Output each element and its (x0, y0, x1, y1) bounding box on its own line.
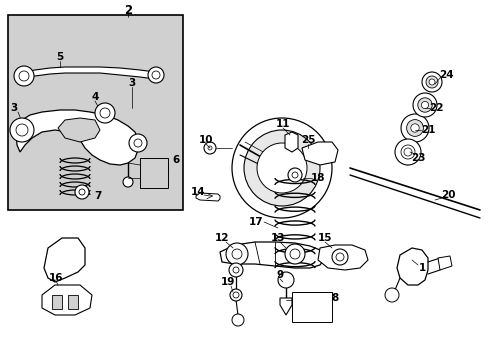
Circle shape (425, 76, 437, 88)
Circle shape (400, 114, 428, 142)
Text: 8: 8 (331, 293, 338, 303)
Circle shape (287, 168, 302, 182)
Circle shape (428, 79, 434, 85)
Text: 4: 4 (91, 92, 99, 102)
Circle shape (417, 98, 431, 112)
Circle shape (278, 272, 293, 288)
Text: 2: 2 (123, 4, 132, 17)
Circle shape (152, 71, 160, 79)
Circle shape (14, 66, 34, 86)
Text: 17: 17 (248, 217, 263, 227)
Text: 11: 11 (275, 119, 290, 129)
Circle shape (289, 249, 299, 259)
Text: 6: 6 (172, 155, 179, 165)
Circle shape (421, 102, 427, 109)
Circle shape (232, 292, 239, 298)
Bar (68, 295, 78, 309)
Circle shape (228, 263, 243, 277)
Circle shape (148, 67, 163, 83)
Text: 14: 14 (190, 187, 205, 197)
Text: 5: 5 (56, 52, 63, 62)
Polygon shape (280, 298, 291, 315)
Circle shape (384, 288, 398, 302)
Text: 24: 24 (438, 70, 452, 80)
Polygon shape (396, 248, 427, 285)
Circle shape (10, 118, 34, 142)
Text: 1: 1 (418, 263, 425, 273)
Text: 16: 16 (49, 273, 63, 283)
Text: 25: 25 (300, 135, 315, 145)
Circle shape (421, 72, 441, 92)
Polygon shape (42, 285, 92, 315)
Polygon shape (302, 142, 337, 165)
Circle shape (203, 142, 216, 154)
Polygon shape (16, 110, 138, 165)
Circle shape (412, 93, 436, 117)
Circle shape (331, 249, 347, 265)
Text: 18: 18 (310, 173, 325, 183)
Text: 12: 12 (214, 233, 229, 243)
Circle shape (335, 253, 343, 261)
Polygon shape (317, 245, 367, 270)
Circle shape (291, 172, 297, 178)
Text: 7: 7 (94, 191, 102, 201)
Text: 20: 20 (440, 190, 454, 200)
Text: 19: 19 (221, 277, 235, 287)
Text: 15: 15 (317, 233, 331, 243)
Bar (291, 292, 331, 322)
Text: 22: 22 (428, 103, 442, 113)
Circle shape (16, 124, 28, 136)
Circle shape (257, 143, 306, 193)
Circle shape (19, 71, 29, 81)
Circle shape (79, 189, 85, 195)
Circle shape (207, 146, 212, 150)
Text: 23: 23 (410, 153, 425, 163)
Bar (8, 15, 183, 210)
Polygon shape (44, 238, 85, 282)
Circle shape (134, 139, 142, 147)
Circle shape (244, 130, 319, 206)
Text: 21: 21 (420, 125, 434, 135)
Circle shape (231, 314, 244, 326)
Circle shape (123, 177, 133, 187)
Text: 9: 9 (276, 270, 283, 280)
Bar (52, 295, 62, 309)
Circle shape (285, 244, 305, 264)
Circle shape (229, 289, 242, 301)
Polygon shape (196, 193, 220, 201)
Circle shape (100, 108, 110, 118)
Circle shape (231, 249, 242, 259)
Circle shape (400, 145, 414, 159)
Circle shape (403, 148, 411, 156)
Circle shape (232, 267, 239, 273)
Text: 13: 13 (270, 233, 285, 243)
Circle shape (225, 243, 247, 265)
Polygon shape (285, 132, 297, 152)
Polygon shape (58, 118, 100, 142)
Text: 3: 3 (128, 78, 135, 88)
Text: 3: 3 (10, 103, 18, 113)
Circle shape (95, 103, 115, 123)
Circle shape (394, 139, 420, 165)
Polygon shape (437, 256, 451, 270)
Circle shape (406, 120, 423, 136)
Polygon shape (220, 242, 325, 268)
Circle shape (129, 134, 147, 152)
Polygon shape (18, 67, 162, 81)
Circle shape (231, 118, 331, 218)
Text: 10: 10 (198, 135, 213, 145)
Bar (140, 158, 168, 188)
Circle shape (75, 185, 89, 199)
Circle shape (410, 124, 418, 132)
